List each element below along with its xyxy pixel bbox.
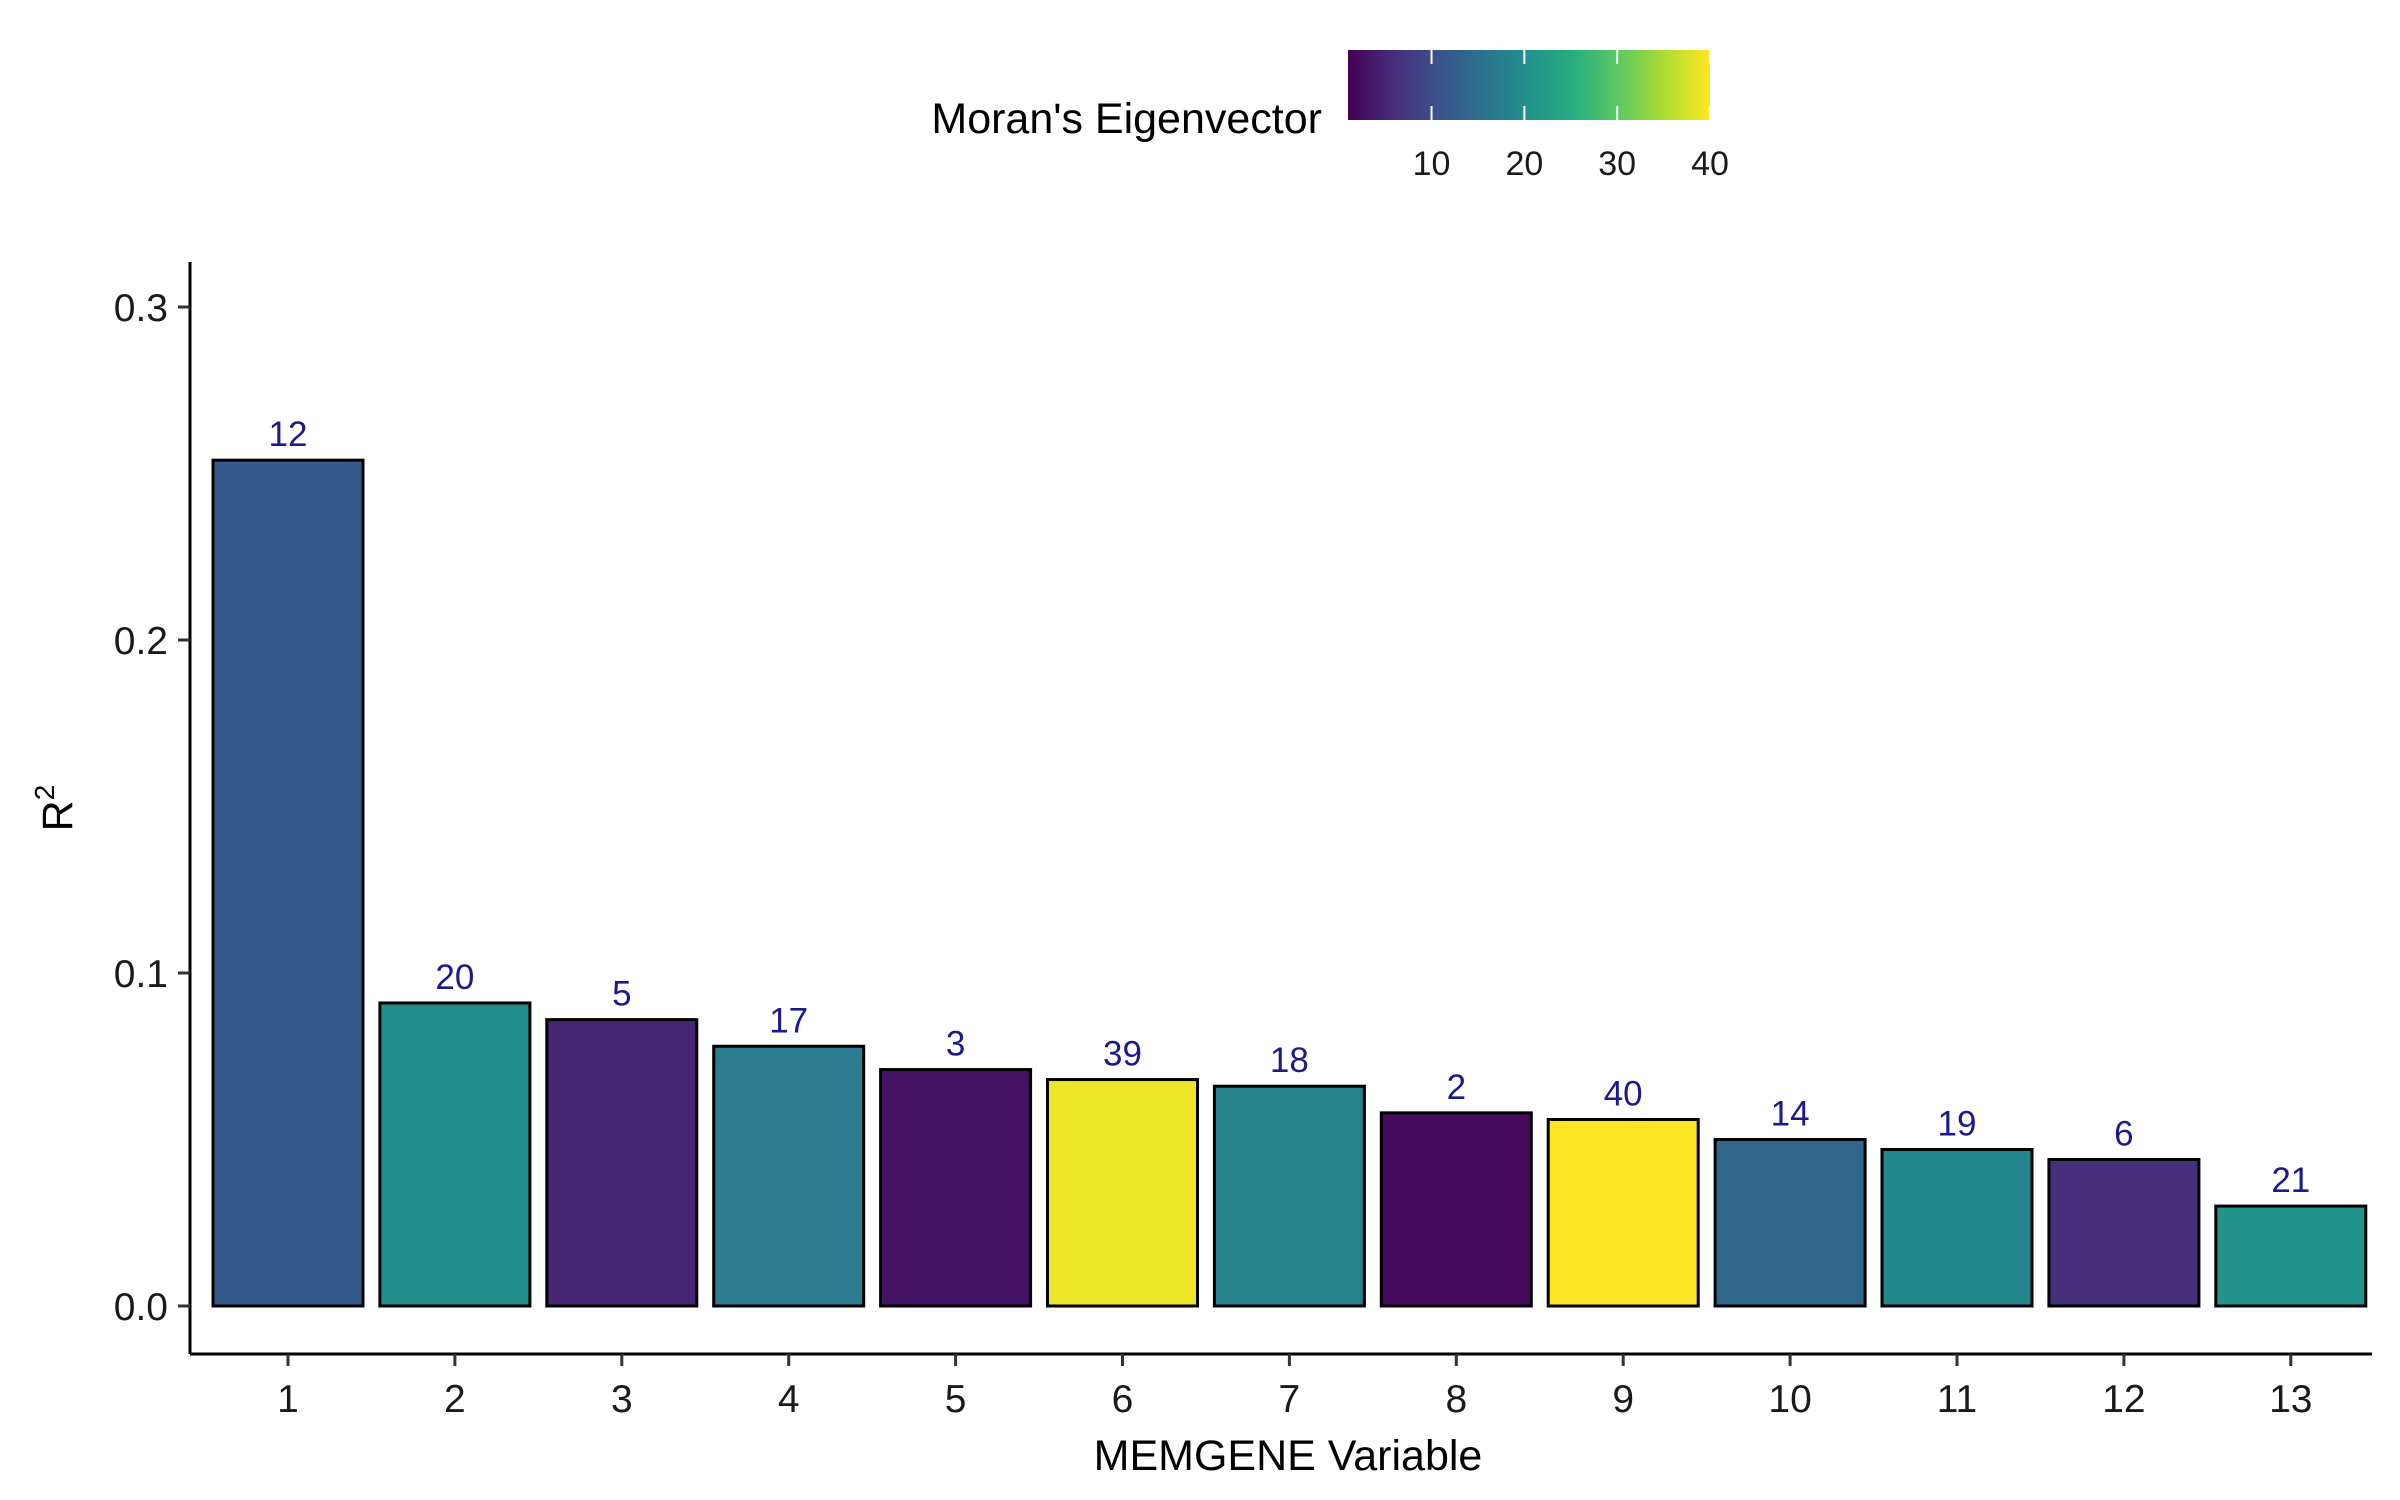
- x-tick-label-13: 13: [2269, 1378, 2312, 1421]
- bar-3: [545, 1018, 699, 1308]
- x-tick-label-12: 12: [2102, 1378, 2145, 1421]
- bar-label-7: 18: [1270, 1041, 1309, 1080]
- x-axis-title: MEMGENE Variable: [1094, 1432, 1483, 1480]
- legend-tick-label-1: 20: [1505, 145, 1543, 183]
- bar-label-11: 19: [1938, 1104, 1977, 1143]
- bar-label-12: 6: [2114, 1114, 2133, 1153]
- x-tick-label-9: 9: [1612, 1378, 1634, 1421]
- y-tick-label-2: 0.2: [114, 620, 168, 663]
- x-tick-label-10: 10: [1768, 1378, 1811, 1421]
- y-tick-label-1: 0.1: [114, 953, 168, 996]
- bar-2: [378, 1001, 532, 1308]
- bar-10: [1713, 1138, 1867, 1308]
- bar-label-4: 17: [769, 1001, 808, 1040]
- bar-label-5: 3: [946, 1025, 965, 1064]
- y-axis-ticks: 0.0 0.1 0.2 0.3: [114, 287, 190, 1329]
- bar-label-9: 40: [1604, 1075, 1643, 1114]
- y-axis-title-base: R: [34, 800, 82, 831]
- bar-label-3: 5: [612, 975, 631, 1014]
- bar-label-1: 12: [269, 415, 308, 454]
- x-tick-label-1: 1: [277, 1378, 299, 1421]
- x-tick-label-7: 7: [1279, 1378, 1301, 1421]
- bar-6: [1046, 1078, 1199, 1308]
- y-axis-title: R2: [29, 785, 82, 832]
- bar-7: [1212, 1084, 1366, 1308]
- x-axis-ticks: 1 2 3 4 5 6 7 8 9 10 11 12 13: [277, 1354, 2312, 1421]
- bar-labels: 12 20 5 17 3 39 18 2 40 14 19 6 21: [269, 415, 2311, 1200]
- legend: Moran's Eigenvector 10 20 30 40: [931, 50, 1729, 183]
- legend-tick-label-0: 10: [1413, 145, 1451, 183]
- bar-12: [2047, 1157, 2201, 1308]
- bar-13: [2214, 1204, 2368, 1308]
- bar-label-13: 21: [2271, 1161, 2310, 1200]
- bar-label-6: 39: [1103, 1035, 1142, 1074]
- bars: [211, 458, 2368, 1308]
- bar-9: [1546, 1118, 1700, 1308]
- x-tick-label-5: 5: [945, 1378, 967, 1421]
- legend-colorbar: [1348, 50, 1710, 120]
- legend-ticks: 10 20 30 40: [1413, 50, 1729, 183]
- x-tick-label-2: 2: [444, 1378, 466, 1421]
- x-tick-label-4: 4: [778, 1378, 800, 1421]
- legend-tick-label-3: 40: [1691, 145, 1729, 183]
- x-tick-label-8: 8: [1445, 1378, 1467, 1421]
- bar-label-2: 20: [435, 958, 474, 997]
- bar-label-10: 14: [1771, 1095, 1810, 1134]
- bar-8: [1379, 1111, 1533, 1308]
- legend-title: Moran's Eigenvector: [931, 95, 1322, 143]
- y-tick-label-3: 0.3: [114, 287, 168, 330]
- x-tick-label-6: 6: [1112, 1378, 1134, 1421]
- bar-1: [211, 458, 365, 1308]
- bar-label-8: 2: [1447, 1068, 1466, 1107]
- x-tick-label-11: 11: [1937, 1378, 1978, 1421]
- legend-tick-label-2: 30: [1598, 145, 1636, 183]
- x-tick-label-3: 3: [611, 1378, 633, 1421]
- bar-4: [712, 1044, 866, 1308]
- bar-5: [879, 1068, 1033, 1308]
- bar-11: [1880, 1147, 2034, 1308]
- y-tick-label-0: 0.0: [114, 1286, 168, 1329]
- y-axis-title-superscript: 2: [29, 785, 60, 801]
